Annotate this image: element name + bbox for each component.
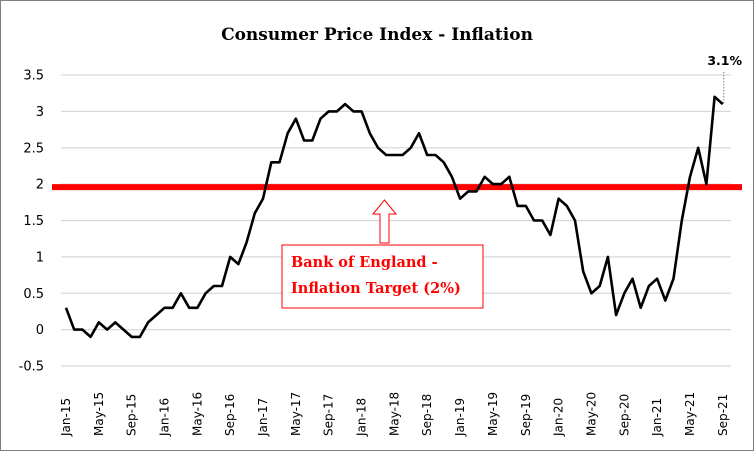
x-tick-label: Sep-15 — [125, 394, 139, 436]
x-tick-label: Sep-16 — [223, 394, 237, 436]
gridlines — [61, 74, 731, 367]
chart-title: Consumer Price Index - Inflation — [221, 25, 533, 45]
x-tick-label: Sep-19 — [519, 394, 533, 436]
x-tick-label: Jan-19 — [453, 398, 467, 437]
y-tick-label: 1 — [36, 250, 44, 265]
y-tick-label: 2 — [36, 178, 44, 193]
y-tick-label: -0.5 — [19, 360, 44, 375]
x-tick-label: May-15 — [92, 392, 106, 436]
x-tick-label: May-19 — [486, 392, 500, 436]
y-axis-tick-labels: 3.5 3 2.5 2 1.5 1 0.5 0 -0.5 — [19, 69, 44, 375]
cpi-series-line — [64, 95, 724, 339]
x-tick-label: May-16 — [190, 392, 204, 436]
x-tick-label: Jan-18 — [355, 398, 369, 437]
x-tick-label: May-18 — [387, 392, 401, 436]
up-arrow-icon — [371, 199, 398, 244]
annotation-line-2: Inflation Target (2%) — [291, 280, 461, 297]
y-tick-label: 2.5 — [23, 141, 44, 156]
x-tick-label: Sep-17 — [322, 394, 336, 436]
x-tick-label: Jan-16 — [158, 398, 172, 437]
y-tick-label: 3.5 — [23, 69, 44, 84]
y-tick-label: 3 — [36, 105, 44, 120]
x-tick-label: Jan-15 — [59, 398, 73, 437]
last-value-label: 3.1% — [707, 53, 742, 68]
x-tick-label: Sep-21 — [716, 394, 730, 436]
annotation-box — [281, 244, 484, 309]
y-tick-label: 0.5 — [23, 287, 44, 302]
x-axis-tick-labels: Jan-15 May-15 Sep-15 Jan-16 May-16 Sep-16 Jan-… — [59, 392, 730, 437]
x-tick-label: May-21 — [683, 392, 697, 436]
y-tick-label: 1.5 — [23, 214, 44, 229]
x-tick-label: May-20 — [584, 392, 598, 436]
x-tick-label: Sep-18 — [420, 394, 434, 436]
annotation-line-1: Bank of England - — [291, 254, 438, 271]
x-tick-label: Sep-20 — [617, 394, 631, 436]
x-tick-label: Jan-17 — [256, 398, 270, 437]
x-tick-label: Jan-21 — [650, 398, 664, 437]
x-tick-label: May-17 — [289, 392, 303, 436]
y-tick-label: 0 — [36, 323, 44, 338]
x-tick-label: Jan-20 — [552, 398, 566, 437]
